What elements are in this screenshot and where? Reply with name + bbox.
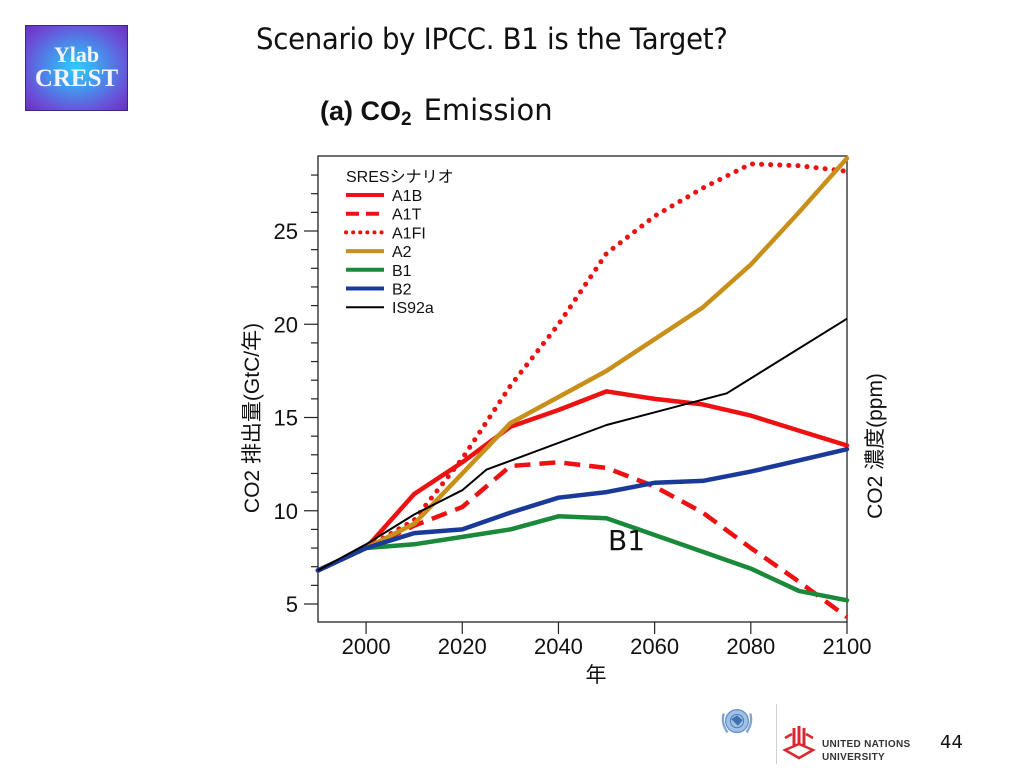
series-line-b1 [315,514,850,603]
series-line-a2 [315,156,850,573]
footer-divider [776,704,777,764]
ylab-crest-logo: Ylab CREST [25,25,128,111]
legend-label-b2: B2 [392,282,412,299]
x-tick-label: 2040 [534,634,583,659]
legend-label-is92a: IS92a [392,300,434,317]
x-tick-label: 2020 [438,634,487,659]
logo-line-1: Ylab [53,42,100,68]
unu-line-1: UNITED NATIONS [822,739,911,750]
chart-subtitle: (a) CO2 Emission [320,93,553,131]
unu-wordmark: UNITED NATIONS UNIVERSITY [822,738,910,764]
y-axis-title-right: CO2 濃度(ppm) [864,373,887,519]
y-tick-label: 20 [274,312,298,337]
plot-frame [317,155,848,623]
legend-title: SRESシナリオ [346,169,454,186]
slide-title: Scenario by IPCC. B1 is the Target? [256,22,728,56]
x-tick-label: 2100 [823,634,872,659]
legend-label-a1fi: A1FI [392,225,426,242]
logo-line-2: CREST [34,65,119,93]
legend-label-b1: B1 [392,263,412,280]
series-line-a1fi [315,161,850,573]
y-tick-label: 25 [274,219,298,244]
series-line-is92a [317,317,848,572]
annotation-b1: B1 [608,524,645,557]
subtitle-prefix: (a) CO [320,96,401,126]
x-tick-label: 2080 [726,634,775,659]
series-line-b2 [315,446,850,573]
legend-label-a1t: A1T [392,207,422,224]
un-emblem-icon [721,708,753,734]
y-axis-title: CO2 排出量(GtC/年) [241,323,264,513]
y-tick-label: 10 [274,499,298,524]
x-tick-label: 2060 [630,634,679,659]
x-tick-label: 2000 [342,634,391,659]
legend-label-a1b: A1B [392,188,422,205]
subtitle-subscript: 2 [401,109,412,130]
page-number: 44 [940,732,963,753]
legend-label-a2: A2 [392,244,412,261]
footer-logos: UNITED NATIONS UNIVERSITY [716,700,1016,768]
y-tick-label: 15 [274,406,298,431]
unu-mark-icon [782,726,816,760]
subtitle-suffix: Emission [423,93,553,127]
x-axis-title: 年 [586,664,607,687]
unu-line-2: UNIVERSITY [822,752,886,763]
y-tick-label: 5 [286,592,298,617]
series-line-a1b [315,389,850,573]
